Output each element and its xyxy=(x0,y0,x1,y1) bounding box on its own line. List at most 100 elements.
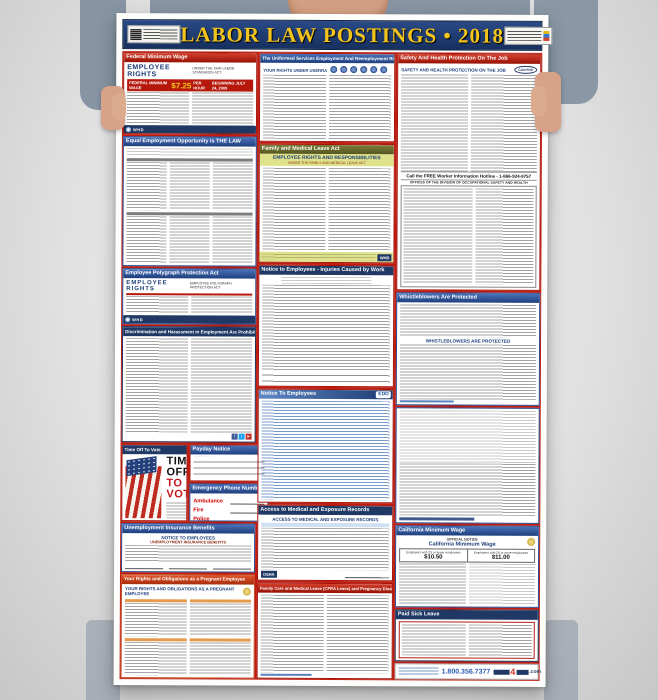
whistleblowers-block: Whistleblowers Are Protected WHISTLEBLOW… xyxy=(395,292,541,406)
paid-sick-leave-block: Paid Sick Leave xyxy=(394,609,539,662)
vote-headline-1: TIME OFF xyxy=(166,455,188,479)
block-tag: Emergency Phone Numbers xyxy=(190,484,268,494)
block-tag: Time Off To Vote xyxy=(122,445,187,455)
hyperlink-text xyxy=(399,400,455,403)
whd-logo: WHD xyxy=(132,126,145,132)
userra-block: The Uniformed Services Employment And Re… xyxy=(258,52,396,143)
vendor-phone: 1.800.356.7377 xyxy=(441,667,491,676)
poster-masthead: LABOR LAW POSTINGS • 2018 xyxy=(122,19,553,51)
vendor-info-bar: 1.800.356.7377 4 .com xyxy=(394,663,541,680)
pregnant-title: YOUR RIGHTS AND OBLIGATIONS AS A PREGNAN… xyxy=(124,586,235,597)
facebook-icon: f xyxy=(231,433,238,440)
pregnant-employee-rights-block: Your Rights and Obligations as a Pregnan… xyxy=(120,574,256,679)
logo-word-block xyxy=(516,669,529,675)
product-version-text xyxy=(143,29,178,40)
cal-osha-safety-health-block: Safety And Health Protection On The Job … xyxy=(396,53,542,291)
poster-column-right: Safety And Health Protection On The Job … xyxy=(394,53,542,680)
district-offices-table xyxy=(400,184,537,288)
edd-logo: EDD xyxy=(376,391,391,399)
whistleblower-details-block xyxy=(395,407,540,524)
compliance-sticker-text xyxy=(507,30,542,41)
fmla-footer: WHD xyxy=(259,251,394,263)
poster-body: Federal Minimum Wage EMPLOYEE RIGHTS UND… xyxy=(119,51,543,681)
unemployment-insurance-block: Unemployment Insurance Benefits NOTICE T… xyxy=(121,523,256,573)
edd-notice-to-employees-block: Notice To Employees EDD xyxy=(257,388,394,504)
signature-line xyxy=(213,564,252,570)
whistleblower-title: WHISTLEBLOWERS ARE PROTECTED xyxy=(425,338,511,344)
wage-value: $10.50 xyxy=(424,554,443,561)
flsa-title: EMPLOYEE RIGHTS xyxy=(127,64,171,79)
state-seal-icon xyxy=(527,537,536,546)
product-version-label xyxy=(127,25,181,44)
federal-wage-band: FEDERAL MINIMUM WAGE $7.25 PER HOUR BEGI… xyxy=(127,79,254,92)
eeo-is-the-law-block: Equal Employment Opportunity is THE LAW xyxy=(122,136,257,267)
logo-domain-suffix: .com xyxy=(529,668,541,675)
color-swatch-icon xyxy=(543,30,550,41)
emergency-row: Fire xyxy=(193,507,265,514)
minimum-wage-table: Employers with 25 or fewer employees $10… xyxy=(399,548,536,563)
vote-payday-row: Time Off To Vote TIME OFF TO VOTE xyxy=(121,444,269,522)
logo-numeral: 4 xyxy=(510,666,516,677)
social-icons: f t ► xyxy=(126,433,252,440)
wage-rate: $7.25 xyxy=(171,80,192,90)
osha-logo: OSHA xyxy=(261,570,277,578)
signature-line xyxy=(345,573,390,579)
dol-footer-bar: WHD xyxy=(123,315,256,324)
emergency-label: Ambulance xyxy=(193,498,224,505)
military-branch-seals xyxy=(330,65,388,74)
emergency-row: Ambulance xyxy=(193,498,265,505)
emergency-label: Police xyxy=(193,516,210,522)
records-title: ACCESS TO MEDICAL AND EXPOSURE RECORDS xyxy=(272,516,379,523)
vendor-logo: 4 .com xyxy=(493,666,541,677)
block-tag: Payday Notice xyxy=(190,445,268,455)
userra-title: YOUR RIGHTS UNDER USERRA xyxy=(263,67,328,73)
state-seal-icon xyxy=(242,587,251,596)
wage-effective-date: BEGINNING JULY 24, 2009 xyxy=(211,80,246,91)
emergency-row: Police xyxy=(193,516,265,522)
person-right-thumb xyxy=(531,86,546,116)
bold-phone-line xyxy=(399,517,475,521)
dol-seal-icon xyxy=(125,126,131,132)
polygraph-protection-block: Employee Polygraph Protection Act EMPLOY… xyxy=(122,268,257,325)
youtube-icon: ► xyxy=(245,433,252,440)
offices-heading: OFFICES OF THE DIVISION OF OCCUPATIONAL … xyxy=(409,179,528,185)
logo-word-block xyxy=(493,669,510,675)
polygraph-title: EMPLOYEE RIGHTS xyxy=(126,280,168,293)
dol-footer-bar: WHD xyxy=(123,125,256,134)
calosha-title: SAFETY AND HEALTH PROTECTION ON THE JOB xyxy=(401,66,506,73)
labor-law-poster: LABOR LAW POSTINGS • 2018 Federal Minimu… xyxy=(113,13,553,687)
california-minimum-wage-block: California Minimum Wage OFFICIAL NOTICE … xyxy=(394,525,540,608)
ui-subtitle: UNEMPLOYMENT INSURANCE BENEFITS xyxy=(150,540,227,545)
wage-rate-unit: PER HOUR xyxy=(193,80,206,91)
sick-leave-inner-box xyxy=(398,621,535,659)
cal-osha-logo: Cal/OSHA xyxy=(514,65,538,74)
ca-wage-title: California Minimum Wage xyxy=(428,541,496,548)
hyperlink-text xyxy=(260,673,312,676)
signature-line xyxy=(125,564,164,570)
poster-column-middle: The Uniformed Services Employment And Re… xyxy=(256,52,396,680)
work-injuries-notice-block: Notice to Employees - Injuries Caused by… xyxy=(257,264,395,388)
person-left-thumb xyxy=(112,94,126,120)
federal-minimum-wage-block: Federal Minimum Wage EMPLOYEE RIGHTS UND… xyxy=(122,52,258,135)
twitter-icon: t xyxy=(238,433,245,440)
fmla-subtitle: UNDER THE FAMILY AND MEDICAL LEAVE ACT xyxy=(287,160,366,166)
medical-exposure-records-block: Access to Medical and Exposure Records A… xyxy=(256,504,394,582)
edd-tag-text: Notice To Employees xyxy=(260,390,317,397)
discrimination-harassment-block: Discrimination and Harassment in Employm… xyxy=(121,326,257,443)
whd-logo: WHD xyxy=(132,316,144,322)
wage-band-label: FEDERAL MINIMUM WAGE xyxy=(129,80,168,91)
qr-code-icon xyxy=(130,28,142,40)
emergency-label: Fire xyxy=(193,507,204,514)
dol-seal-icon xyxy=(125,316,131,322)
fmla-title-band: EMPLOYEE RIGHTS AND RESPONSIBILITIES UND… xyxy=(259,153,394,167)
cfra-pregnancy-leave-block: Family Care and Medical Leave (CFRA Leav… xyxy=(256,582,393,680)
flsa-subtitle: UNDER THE FAIR LABOR STANDARDS ACT xyxy=(192,66,235,75)
wage-value: $11.00 xyxy=(491,554,510,561)
polygraph-subtitle: EMPLOYEE POLYGRAPH PROTECTION ACT xyxy=(189,281,232,290)
time-off-to-vote-block: Time Off To Vote TIME OFF TO VOTE xyxy=(121,444,188,522)
signature-line xyxy=(169,564,208,570)
poster-column-left: Federal Minimum Wage EMPLOYEE RIGHTS UND… xyxy=(120,52,269,679)
ballot-flag-graphic xyxy=(125,456,163,519)
person-right-leg xyxy=(544,620,578,700)
